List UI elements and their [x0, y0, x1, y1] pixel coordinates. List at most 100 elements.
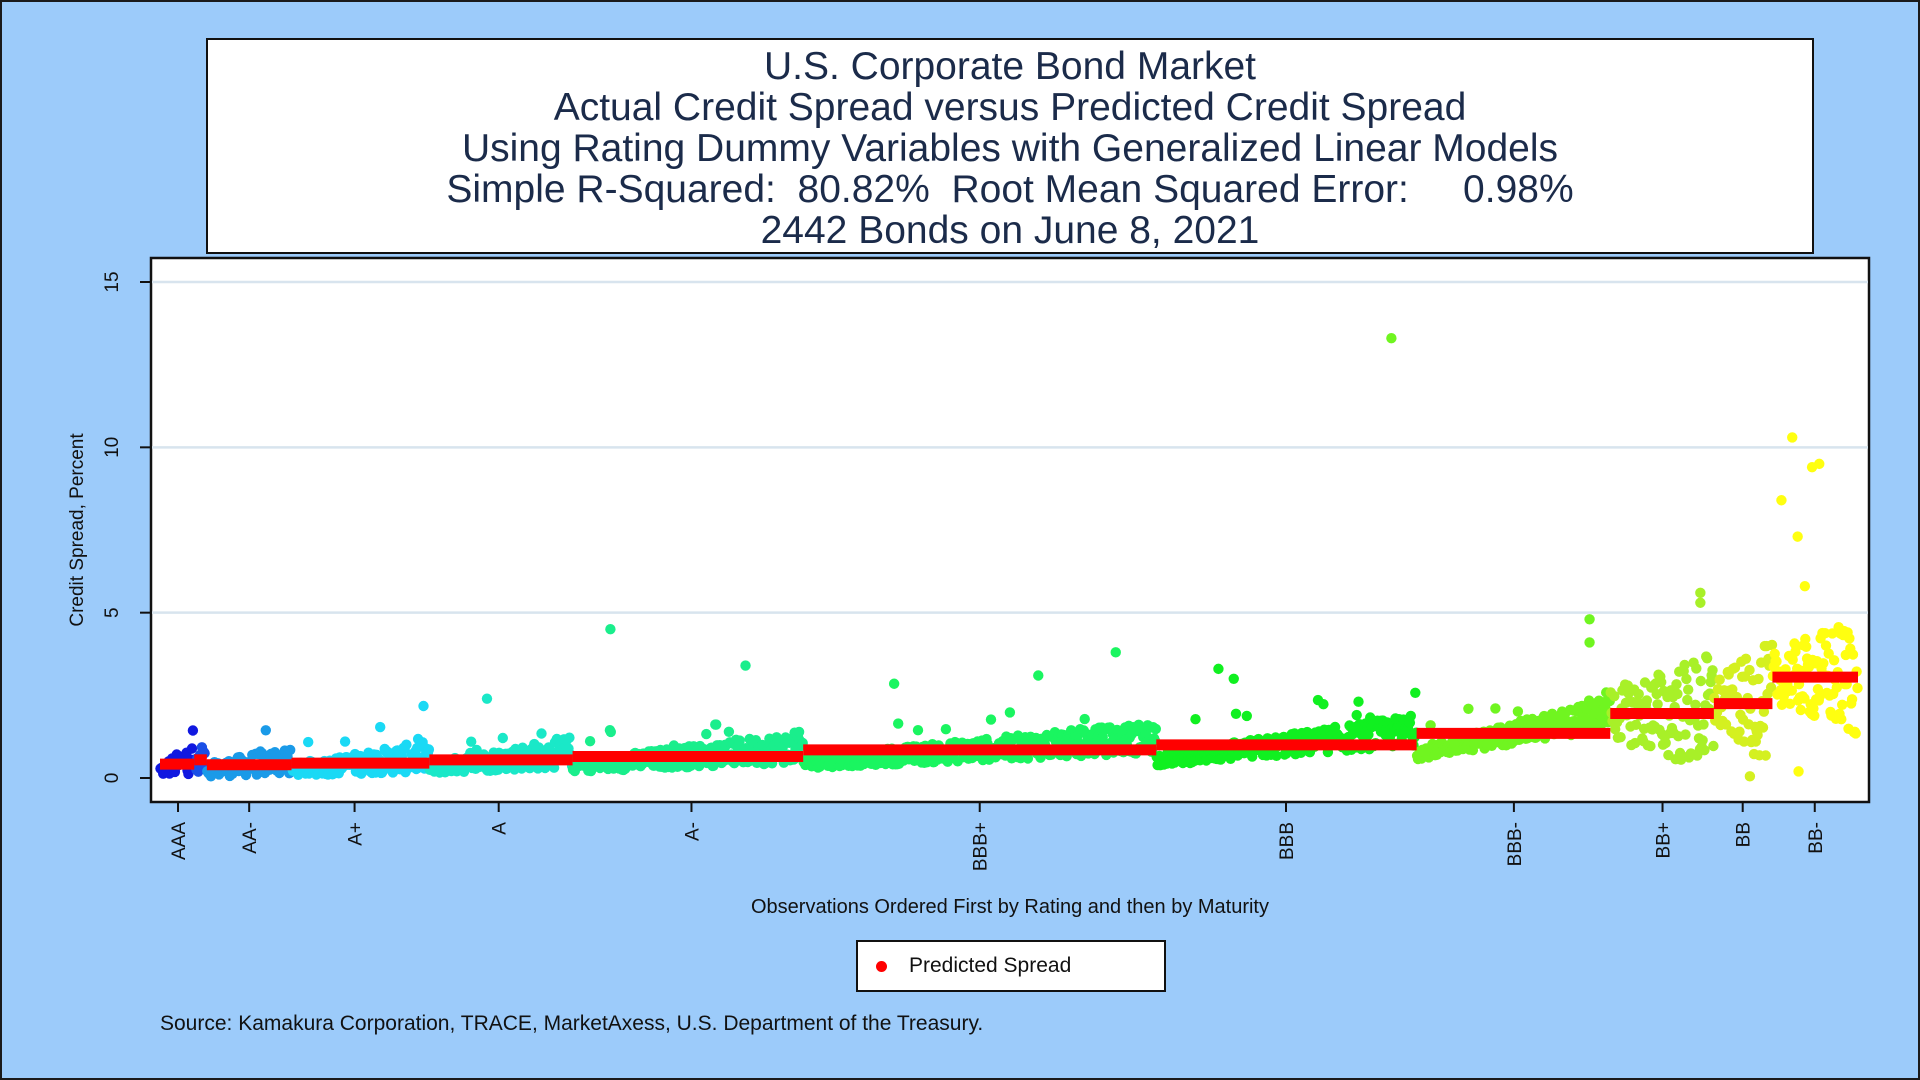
- data-point-AAA-36: [187, 725, 199, 736]
- data-point-BBB+-1026: [1079, 713, 1090, 725]
- data-point-AA--107: [251, 769, 262, 780]
- data-point-A-423: [536, 728, 547, 739]
- outlier-point-15: [1213, 663, 1224, 675]
- data-point-BB-1760: [1740, 653, 1752, 664]
- x-tick-label-BB-: BB-: [1806, 822, 1827, 854]
- data-point-A--614: [708, 760, 719, 771]
- legend-label-predicted: Predicted Spread: [909, 954, 1072, 977]
- data-point-A+-164: [303, 736, 314, 748]
- data-point-BBB-1393: [1410, 687, 1421, 698]
- data-point-BBB-1341: [1363, 729, 1374, 740]
- outlier-point-3: [1584, 637, 1595, 648]
- data-point-BB+-1614: [1609, 691, 1620, 702]
- data-point-BBB--1482: [1490, 703, 1501, 714]
- data-point-BB-1731: [1714, 674, 1725, 685]
- data-point-BB+-1692: [1679, 659, 1690, 671]
- data-point-A-345: [466, 736, 477, 747]
- data-point-A-380: [497, 732, 508, 744]
- data-point-BBB-1330: [1353, 696, 1364, 707]
- data-point-A--631: [723, 726, 735, 737]
- predicted-spread-line: [160, 671, 1858, 771]
- outlier-point-9: [1776, 495, 1787, 506]
- data-point-BBB+-963: [1022, 753, 1034, 764]
- data-point-A+-292: [418, 700, 429, 712]
- outlier-point-0: [605, 624, 616, 635]
- data-point-BB--1884: [1852, 682, 1863, 694]
- data-point-BB-1738: [1720, 719, 1732, 730]
- data-point-BB--1836: [1809, 710, 1820, 721]
- data-point-BB-1789: [1766, 639, 1778, 651]
- data-point-BB+-1710: [1695, 675, 1707, 687]
- data-point-BB+-1671: [1660, 737, 1671, 749]
- data-point-A--500: [605, 726, 616, 738]
- data-point-BB-1782: [1760, 750, 1771, 761]
- data-point-BB+-1693: [1680, 729, 1691, 740]
- data-point-BB+-1714: [1699, 745, 1710, 756]
- data-point-BBB-1388: [1405, 710, 1417, 722]
- data-point-BB--1878: [1846, 694, 1858, 705]
- data-point-BB--1866: [1836, 714, 1847, 725]
- data-point-BB--1821: [1795, 704, 1807, 716]
- legend-marker-predicted: [876, 960, 887, 972]
- data-point-BB--1826: [1800, 633, 1811, 645]
- x-tick-label-AAA: AAA: [169, 822, 190, 860]
- data-point-BB+-1695: [1682, 694, 1693, 706]
- x-tick-label-A-: A-: [682, 822, 703, 841]
- outlier-point-20: [1744, 771, 1756, 782]
- data-point-BB-1773: [1752, 729, 1763, 741]
- outlier-point-5: [1695, 597, 1706, 608]
- outlier-point-14: [1110, 647, 1121, 658]
- outlier-point-18: [481, 693, 493, 704]
- data-point-BB--1827: [1801, 641, 1812, 652]
- outlier-point-4: [1695, 587, 1706, 599]
- data-point-BB+-1683: [1671, 679, 1682, 690]
- data-point-BB-1753: [1734, 726, 1745, 737]
- data-point-BBB+-841: [912, 725, 924, 736]
- y-tick-label-5: 5: [102, 607, 123, 618]
- chart-title-line-1: U.S. Corporate Bond Market: [763, 45, 1257, 88]
- x-tick-label-BBB+: BBB+: [971, 822, 992, 871]
- data-point-A+-273: [401, 739, 412, 750]
- x-tick-label-A+: A+: [346, 822, 367, 846]
- data-point-BB+-1704: [1690, 699, 1701, 710]
- data-point-BB+-1723: [1707, 665, 1718, 676]
- outlier-point-17: [740, 660, 751, 671]
- data-point-BB+-1694: [1681, 673, 1692, 685]
- data-point-BB+-1621: [1615, 732, 1626, 743]
- data-point-A+-298: [423, 744, 435, 755]
- data-point-BBB-1206: [1241, 710, 1253, 722]
- data-point-A-454: [564, 732, 575, 743]
- chart-title-line-4: Simple R-Squared: 80.82% Root Mean Squar…: [446, 168, 1574, 211]
- data-point-BB+-1666: [1656, 677, 1667, 688]
- data-point-BBB+-819: [893, 718, 904, 729]
- legend: Predicted Spread: [856, 940, 1166, 992]
- data-point-A--709: [793, 726, 805, 738]
- data-point-BB+-1654: [1645, 740, 1656, 752]
- data-point-BB-1774: [1753, 673, 1764, 685]
- data-point-BB--1794: [1771, 656, 1782, 667]
- data-point-BBB+-922: [985, 714, 997, 725]
- outlier-point-13: [1033, 670, 1044, 681]
- outlier-point-12: [888, 678, 900, 689]
- x-tick-label-BB: BB: [1734, 822, 1755, 847]
- data-point-BB--1811: [1786, 685, 1798, 696]
- data-point-AAA-35: [186, 743, 198, 754]
- outlier-point-10: [1792, 531, 1803, 542]
- outlier-point-2: [1584, 614, 1595, 625]
- data-point-BBB-1239: [1271, 750, 1282, 761]
- data-point-BBB--1507: [1512, 706, 1524, 717]
- data-point-BB--1861: [1831, 682, 1843, 693]
- data-point-A+-205: [339, 736, 351, 747]
- outlier-point-1: [1386, 333, 1397, 344]
- grid-lines: [152, 280, 1868, 614]
- chart-title-line-5: 2442 Bonds on June 8, 2021: [760, 209, 1260, 252]
- x-tick-label-AA-: AA-: [240, 822, 261, 854]
- x-tick-label-BBB-: BBB-: [1505, 822, 1526, 866]
- data-point-BB+-1696: [1683, 684, 1694, 695]
- data-point-BBB-1194: [1230, 708, 1242, 719]
- data-point-A--643: [734, 735, 745, 746]
- data-point-BBB-1291: [1318, 699, 1329, 710]
- data-point-BB--1879: [1847, 649, 1859, 660]
- data-point-A+-244: [375, 721, 386, 733]
